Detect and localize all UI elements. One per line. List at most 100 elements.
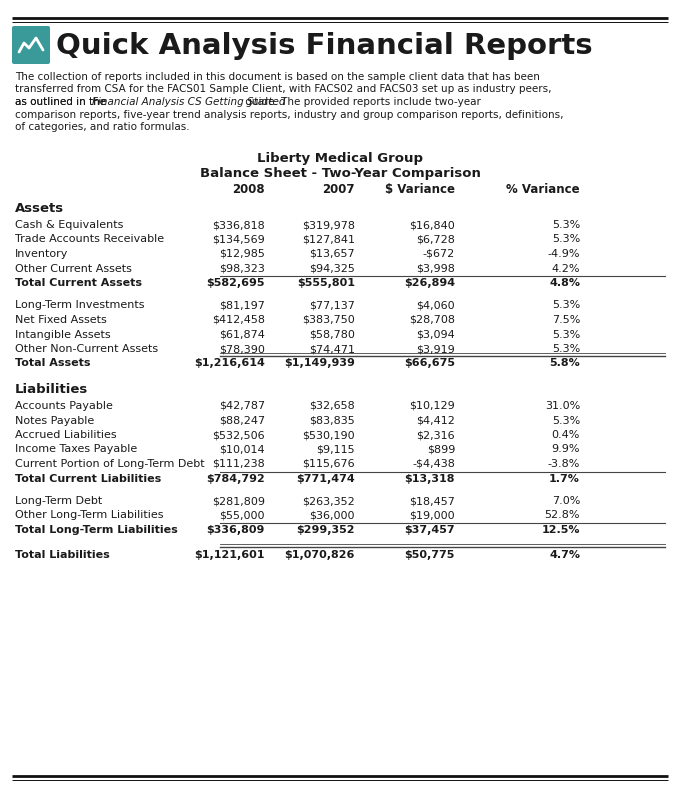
Text: Net Fixed Assets: Net Fixed Assets: [15, 315, 107, 325]
Text: 5.3%: 5.3%: [551, 344, 580, 354]
Text: 4.7%: 4.7%: [549, 549, 580, 560]
Text: Assets: Assets: [15, 202, 64, 215]
Text: Intangible Assets: Intangible Assets: [15, 330, 111, 340]
Text: $58,780: $58,780: [309, 330, 355, 340]
Text: $74,471: $74,471: [309, 344, 355, 354]
Text: $532,506: $532,506: [212, 430, 265, 440]
Text: Income Taxes Payable: Income Taxes Payable: [15, 445, 137, 454]
Text: guide. The provided reports include two-year: guide. The provided reports include two-…: [242, 97, 481, 107]
Text: 2007: 2007: [322, 183, 355, 196]
Text: Inventory: Inventory: [15, 249, 69, 259]
Text: 52.8%: 52.8%: [545, 511, 580, 521]
Text: $9,115: $9,115: [316, 445, 355, 454]
Text: $127,841: $127,841: [302, 234, 355, 245]
Text: 7.0%: 7.0%: [551, 496, 580, 506]
Text: % Variance: % Variance: [507, 183, 580, 196]
Text: $784,792: $784,792: [206, 473, 265, 484]
Text: Financial Analysis CS Getting Started: Financial Analysis CS Getting Started: [92, 97, 286, 107]
Text: Total Current Assets: Total Current Assets: [15, 278, 142, 288]
Text: $83,835: $83,835: [309, 415, 355, 426]
Text: Other Non-Current Assets: Other Non-Current Assets: [15, 344, 158, 354]
Text: $1,149,939: $1,149,939: [284, 359, 355, 368]
Text: $55,000: $55,000: [220, 511, 265, 521]
Text: $42,787: $42,787: [219, 401, 265, 411]
Text: 7.5%: 7.5%: [551, 315, 580, 325]
Text: Long-Term Investments: Long-Term Investments: [15, 300, 144, 310]
Text: $36,000: $36,000: [309, 511, 355, 521]
Text: $98,323: $98,323: [219, 264, 265, 273]
Text: $4,412: $4,412: [416, 415, 455, 426]
Text: $94,325: $94,325: [309, 264, 355, 273]
Text: Total Assets: Total Assets: [15, 359, 90, 368]
Text: 4.8%: 4.8%: [549, 278, 580, 288]
Text: $530,190: $530,190: [303, 430, 355, 440]
Text: 2008: 2008: [233, 183, 265, 196]
Text: 5.3%: 5.3%: [551, 300, 580, 310]
Text: as outlined in the: as outlined in the: [15, 97, 109, 107]
Text: $13,318: $13,318: [405, 473, 455, 484]
Text: Current Portion of Long-Term Debt: Current Portion of Long-Term Debt: [15, 459, 205, 469]
Text: Balance Sheet - Two-Year Comparison: Balance Sheet - Two-Year Comparison: [199, 167, 481, 180]
Text: 5.8%: 5.8%: [549, 359, 580, 368]
Text: 0.4%: 0.4%: [551, 430, 580, 440]
Text: $37,457: $37,457: [405, 525, 455, 535]
Text: $10,014: $10,014: [220, 445, 265, 454]
Text: $18,457: $18,457: [409, 496, 455, 506]
Text: $88,247: $88,247: [219, 415, 265, 426]
Text: Liabilities: Liabilities: [15, 383, 88, 396]
Text: $899: $899: [426, 445, 455, 454]
Text: $10,129: $10,129: [409, 401, 455, 411]
Text: Total Current Liabilities: Total Current Liabilities: [15, 473, 161, 484]
Text: $1,216,614: $1,216,614: [194, 359, 265, 368]
Text: 5.3%: 5.3%: [551, 234, 580, 245]
Text: Total Liabilities: Total Liabilities: [15, 549, 109, 560]
Text: $32,658: $32,658: [309, 401, 355, 411]
Text: -3.8%: -3.8%: [547, 459, 580, 469]
Text: 31.0%: 31.0%: [545, 401, 580, 411]
Text: comparison reports, five-year trend analysis reports, industry and group compari: comparison reports, five-year trend anal…: [15, 110, 564, 120]
Text: $281,809: $281,809: [212, 496, 265, 506]
Text: Total Long-Term Liabilities: Total Long-Term Liabilities: [15, 525, 177, 535]
Text: Notes Payable: Notes Payable: [15, 415, 95, 426]
Text: $1,070,826: $1,070,826: [285, 549, 355, 560]
Text: $4,060: $4,060: [416, 300, 455, 310]
Text: Long-Term Debt: Long-Term Debt: [15, 496, 102, 506]
Text: $78,390: $78,390: [219, 344, 265, 354]
Text: Trade Accounts Receivable: Trade Accounts Receivable: [15, 234, 164, 245]
Text: $336,809: $336,809: [207, 525, 265, 535]
Text: 5.3%: 5.3%: [551, 220, 580, 230]
Text: $26,894: $26,894: [404, 278, 455, 288]
Text: $28,708: $28,708: [409, 315, 455, 325]
Text: transferred from CSA for the FACS01 Sample Client, with FACS02 and FACS03 set up: transferred from CSA for the FACS01 Samp…: [15, 84, 551, 94]
Text: Accrued Liabilities: Accrued Liabilities: [15, 430, 117, 440]
Text: 4.2%: 4.2%: [551, 264, 580, 273]
Text: $6,728: $6,728: [416, 234, 455, 245]
Text: 12.5%: 12.5%: [541, 525, 580, 535]
Text: $134,569: $134,569: [212, 234, 265, 245]
Text: Quick Analysis Financial Reports: Quick Analysis Financial Reports: [56, 32, 593, 60]
Text: $336,818: $336,818: [212, 220, 265, 230]
Text: $16,840: $16,840: [409, 220, 455, 230]
Text: Cash & Equivalents: Cash & Equivalents: [15, 220, 123, 230]
Text: $383,750: $383,750: [302, 315, 355, 325]
Text: $115,676: $115,676: [303, 459, 355, 469]
Text: 9.9%: 9.9%: [551, 445, 580, 454]
Text: $66,675: $66,675: [404, 359, 455, 368]
Text: 1.7%: 1.7%: [549, 473, 580, 484]
Text: $81,197: $81,197: [219, 300, 265, 310]
Text: $61,874: $61,874: [219, 330, 265, 340]
Text: $50,775: $50,775: [405, 549, 455, 560]
Text: Accounts Payable: Accounts Payable: [15, 401, 113, 411]
Text: $299,352: $299,352: [296, 525, 355, 535]
Text: $ Variance: $ Variance: [385, 183, 455, 196]
Text: $555,801: $555,801: [297, 278, 355, 288]
Text: $582,695: $582,695: [207, 278, 265, 288]
Text: $12,985: $12,985: [219, 249, 265, 259]
Text: $111,238: $111,238: [212, 459, 265, 469]
Text: $77,137: $77,137: [309, 300, 355, 310]
Text: 5.3%: 5.3%: [551, 330, 580, 340]
Text: Liberty Medical Group: Liberty Medical Group: [257, 152, 423, 165]
Text: Other Current Assets: Other Current Assets: [15, 264, 132, 273]
Text: $412,458: $412,458: [212, 315, 265, 325]
Text: $319,978: $319,978: [302, 220, 355, 230]
